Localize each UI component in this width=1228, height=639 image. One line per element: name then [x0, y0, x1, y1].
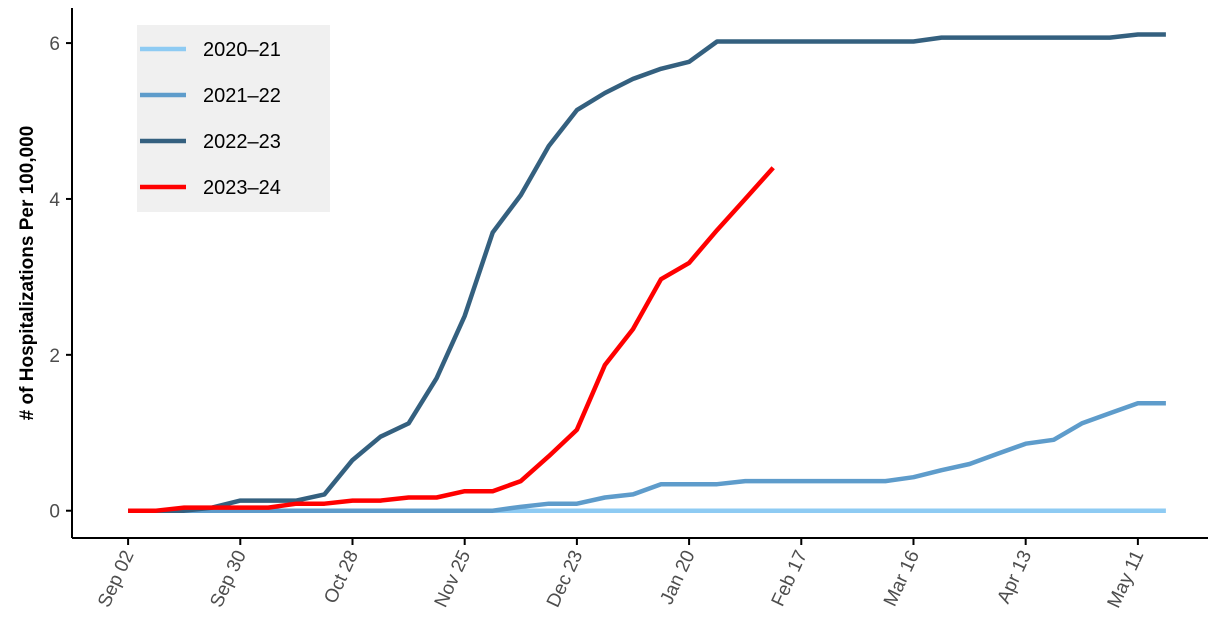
x-tick-label: Dec 23	[543, 547, 587, 610]
plot-lines	[128, 32, 1166, 513]
legend-label-2: 2022–23	[203, 131, 281, 153]
x-tick-label: May 11	[1104, 547, 1149, 611]
axes	[71, 8, 1208, 539]
y-ticks: 0 2 4 6	[49, 34, 72, 523]
legend: 2020–21 2021–22 2022–23 2023–24	[137, 25, 330, 212]
x-tick-label: Oct 28	[320, 547, 363, 607]
x-tick-label: Feb 17	[768, 547, 812, 609]
x-ticks: Sep 02 Sep 30 Oct 28 Nov 25 Dec 23 Jan 20 Feb …	[94, 538, 1148, 611]
series-line-3	[128, 166, 775, 513]
x-tick-label: Apr 13	[994, 547, 1037, 607]
x-tick-label: Mar 16	[880, 547, 924, 609]
series-line-2	[128, 32, 1166, 513]
x-tick-label: Jan 20	[656, 547, 699, 608]
legend-label-3: 2023–24	[203, 177, 281, 199]
y-tick-label: 0	[49, 502, 60, 523]
x-tick-label: Sep 30	[206, 547, 250, 610]
legend-background	[137, 25, 330, 212]
y-axis-title: # of Hospitalizations Per 100,000	[17, 126, 38, 421]
legend-label-1: 2021–22	[203, 85, 281, 107]
y-tick-label: 6	[49, 34, 60, 55]
x-tick-label: Sep 02	[94, 547, 138, 610]
legend-label-0: 2020–21	[203, 39, 281, 61]
x-tick-label: Nov 25	[431, 547, 475, 610]
series-line-1	[128, 400, 1166, 513]
y-tick-label: 2	[49, 346, 60, 367]
y-tick-label: 4	[49, 190, 60, 211]
